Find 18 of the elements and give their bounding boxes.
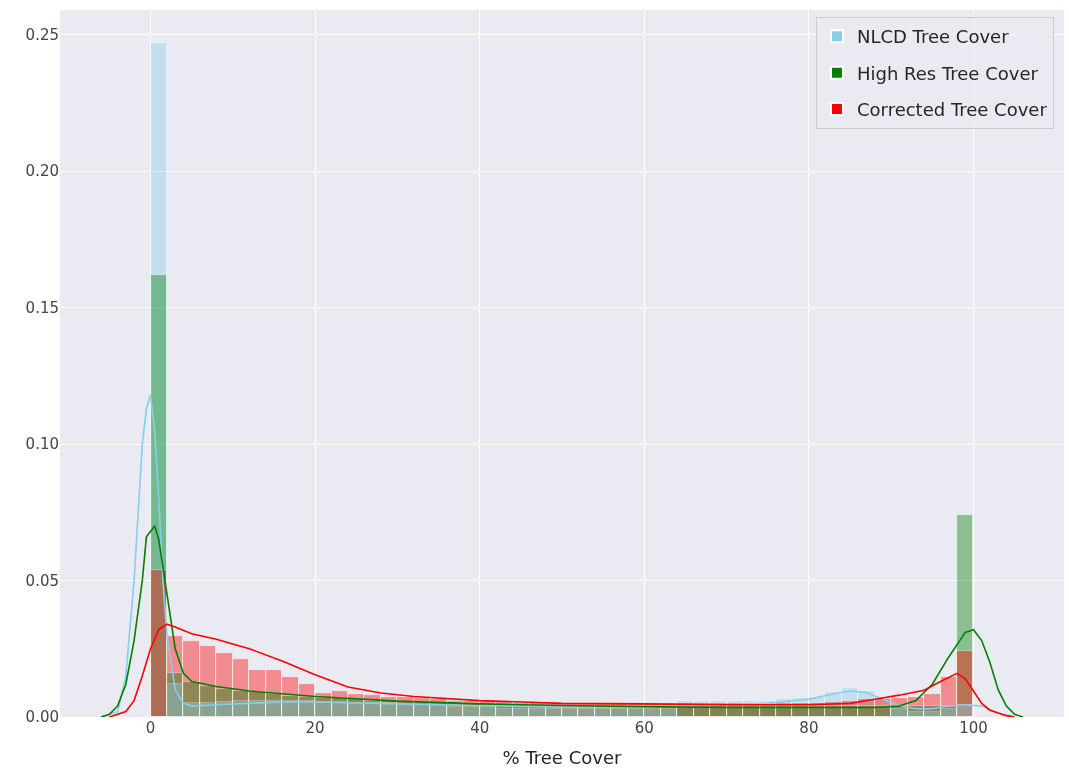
line-series — [100, 525, 1024, 717]
x-tick-label: 80 — [799, 719, 819, 737]
line-series — [108, 623, 1016, 717]
x-tick-label: 40 — [470, 719, 490, 737]
x-tick-label: 0 — [145, 719, 156, 737]
x-tick-label: 100 — [959, 719, 988, 737]
y-tick-label: 0.20 — [25, 162, 59, 181]
y-tick-label: 0.25 — [25, 25, 59, 44]
y-tick-label: 0.15 — [25, 298, 59, 317]
legend-label: High Res Tree Cover — [856, 62, 1039, 84]
x-tick-label: 60 — [634, 719, 654, 737]
y-tick-label: 0.05 — [25, 571, 59, 590]
y-tick-label: 0.10 — [25, 435, 59, 454]
legend-label: NLCD Tree Cover — [856, 26, 1010, 48]
x-tick-label: 20 — [305, 719, 325, 737]
legend-label: Corrected Tree Cover — [856, 99, 1048, 121]
x-axis-title: % Tree Cover — [502, 747, 622, 769]
y-tick-label: 0.00 — [25, 708, 59, 727]
